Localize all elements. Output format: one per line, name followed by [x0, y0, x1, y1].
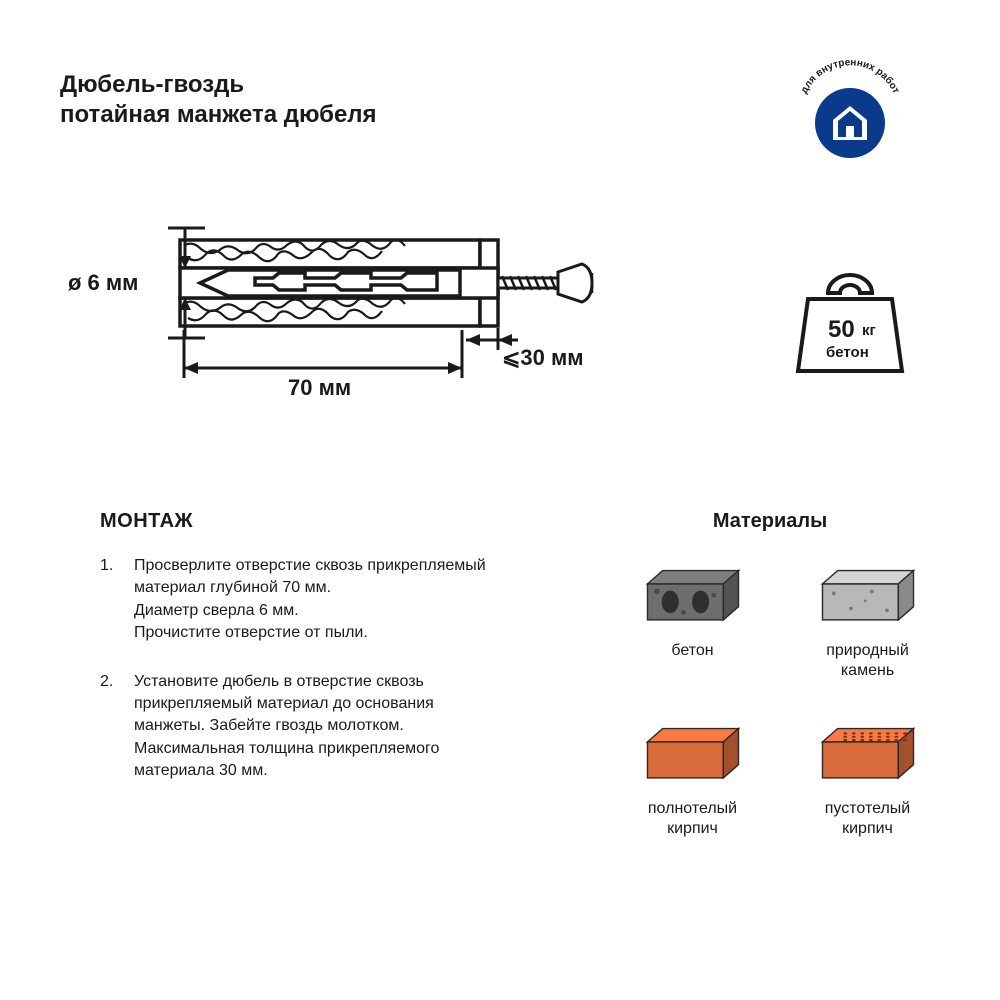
materials-grid: бетонприродныйкаменьполнотелыйкирпичпуст… — [620, 563, 940, 839]
diagram-row: ø 6 мм 70 мм ⩽30 мм 50 кг — [60, 220, 940, 450]
material-label: природный — [826, 641, 909, 661]
material-icon — [638, 563, 748, 633]
material-icon — [813, 721, 923, 791]
material-label: кирпич — [842, 819, 893, 839]
material-item: природныйкамень — [813, 563, 923, 681]
svg-text:50: 50 — [828, 316, 855, 343]
material-icon — [813, 563, 923, 633]
material-label: камень — [841, 661, 894, 681]
installation-step: Установите дюбель в отверстие сквозьприк… — [100, 671, 560, 783]
dowel-diagram: ø 6 мм 70 мм ⩽30 мм — [50, 200, 630, 440]
materials-heading: Материалы — [600, 510, 940, 533]
svg-text:ø 6 мм: ø 6 мм — [68, 270, 138, 295]
installation-step: Просверлите отверстие сквозь прикрепляем… — [100, 555, 560, 645]
bottom-section: МОНТАЖ Просверлите отверстие сквозь прик… — [60, 510, 940, 839]
material-icon — [638, 721, 748, 791]
weight-indicator: 50 кг бетон — [790, 265, 910, 390]
step-line: манжеты. Забейте гвоздь молотком. — [134, 715, 560, 737]
installation-heading: МОНТАЖ — [100, 510, 560, 533]
step-line: Просверлите отверстие сквозь прикрепляем… — [134, 555, 560, 577]
material-label: кирпич — [667, 819, 718, 839]
materials-section: Материалы бетон природныйкамень полнотелый… — [560, 510, 940, 839]
header: Дюбель-гвоздь потайная манжета дюбеля дл… — [60, 70, 940, 130]
material-item: пустотелыйкирпич — [813, 721, 923, 839]
svg-text:⩽30 мм: ⩽30 мм — [502, 345, 584, 370]
material-item: бетон — [638, 563, 748, 681]
step-line: Прочистите отверстие от пыли. — [134, 622, 560, 644]
material-label: полнотелый — [648, 799, 737, 819]
installation-steps: Просверлите отверстие сквозь прикрепляем… — [100, 555, 560, 783]
step-line: Установите дюбель в отверстие сквозь — [134, 671, 560, 693]
material-label: пустотелый — [825, 799, 910, 819]
step-line: Диаметр сверла 6 мм. — [134, 600, 560, 622]
installation-section: МОНТАЖ Просверлите отверстие сквозь прик… — [60, 510, 560, 839]
indoor-badge: для внутренних работ — [790, 60, 910, 180]
step-line: материал глубиной 70 мм. — [134, 577, 560, 599]
svg-text:70 мм: 70 мм — [288, 375, 351, 400]
svg-text:кг: кг — [862, 322, 876, 339]
material-label: бетон — [671, 641, 713, 661]
material-item: полнотелыйкирпич — [638, 721, 748, 839]
step-line: прикрепляемый материал до основания — [134, 693, 560, 715]
step-line: Максимальная толщина прикрепляемого — [134, 738, 560, 760]
house-icon — [815, 88, 885, 158]
svg-text:бетон: бетон — [826, 344, 869, 361]
step-line: материала 30 мм. — [134, 760, 560, 782]
